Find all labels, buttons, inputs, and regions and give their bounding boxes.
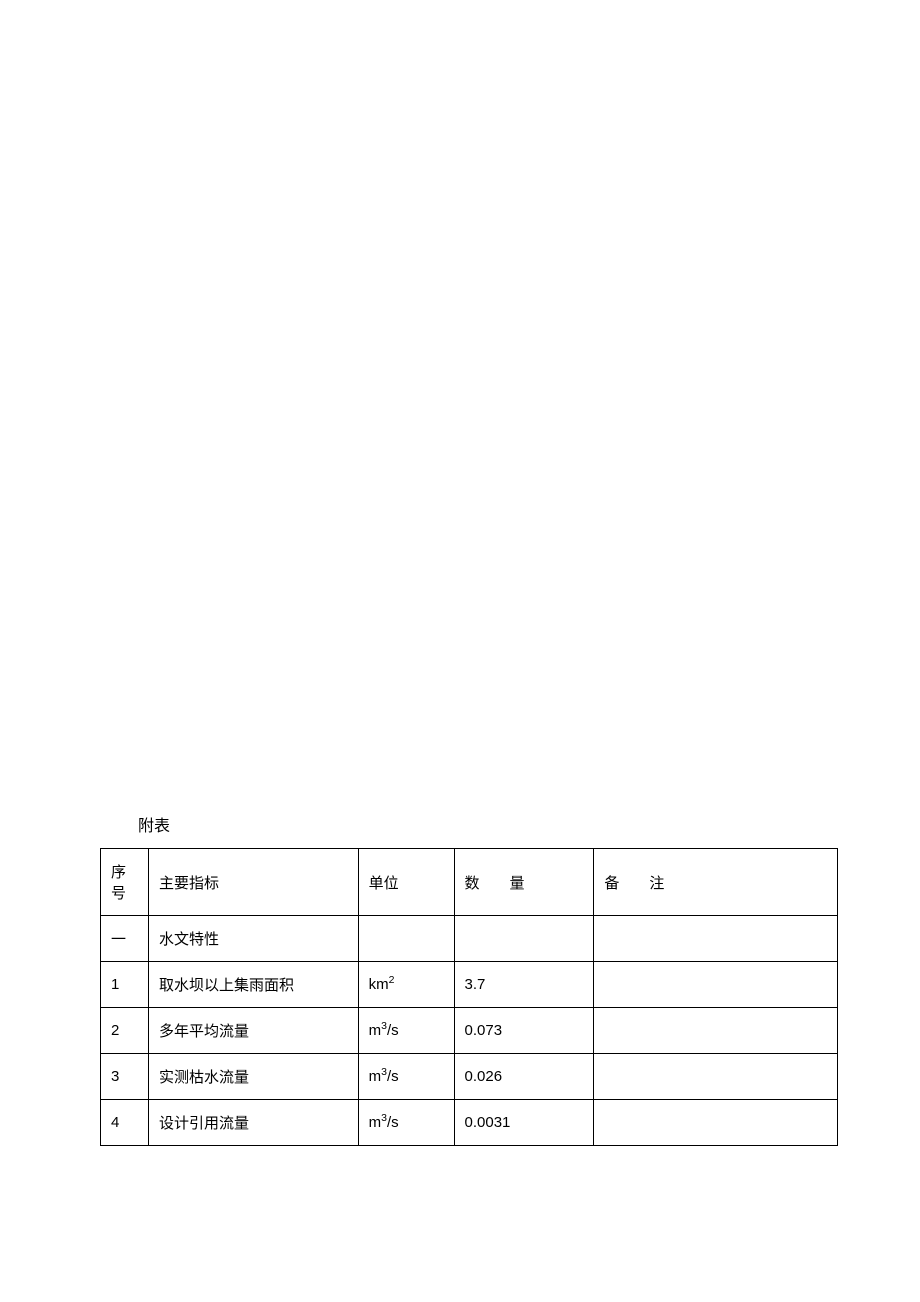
cell-unit: m3/s [358,1054,454,1100]
cell-indicator: 实测枯水流量 [148,1054,358,1100]
cell-seq: 4 [101,1100,149,1146]
header-indicator: 主要指标 [148,849,358,916]
cell-indicator: 多年平均流量 [148,1008,358,1054]
cell-quantity [454,916,594,962]
header-quantity: 数量 [454,849,594,916]
page-content: 附表 序号 主要指标 单位 数量 备注 一 水文特性 1 取水坝以上集雨面积 k… [100,812,838,1146]
table-row: 一 水文特性 [101,916,838,962]
header-unit: 单位 [358,849,454,916]
cell-remark [594,1008,838,1054]
cell-unit [358,916,454,962]
table-header-row: 序号 主要指标 单位 数量 备注 [101,849,838,916]
cell-remark [594,1100,838,1146]
table-row: 4 设计引用流量 m3/s 0.0031 [101,1100,838,1146]
cell-quantity: 0.073 [454,1008,594,1054]
cell-seq: 2 [101,1008,149,1054]
table-caption: 附表 [138,812,838,836]
cell-quantity: 3.7 [454,962,594,1008]
table-row: 1 取水坝以上集雨面积 km2 3.7 [101,962,838,1008]
header-seq: 序号 [101,849,149,916]
table-row: 2 多年平均流量 m3/s 0.073 [101,1008,838,1054]
cell-unit: m3/s [358,1100,454,1146]
cell-quantity: 0.0031 [454,1100,594,1146]
cell-indicator: 设计引用流量 [148,1100,358,1146]
cell-indicator: 取水坝以上集雨面积 [148,962,358,1008]
cell-remark [594,916,838,962]
cell-indicator: 水文特性 [148,916,358,962]
cell-seq: 一 [101,916,149,962]
data-table: 序号 主要指标 单位 数量 备注 一 水文特性 1 取水坝以上集雨面积 km2 … [100,848,838,1146]
cell-seq: 3 [101,1054,149,1100]
cell-unit: km2 [358,962,454,1008]
cell-quantity: 0.026 [454,1054,594,1100]
table-row: 3 实测枯水流量 m3/s 0.026 [101,1054,838,1100]
cell-remark [594,1054,838,1100]
cell-remark [594,962,838,1008]
header-remark: 备注 [594,849,838,916]
cell-seq: 1 [101,962,149,1008]
cell-unit: m3/s [358,1008,454,1054]
